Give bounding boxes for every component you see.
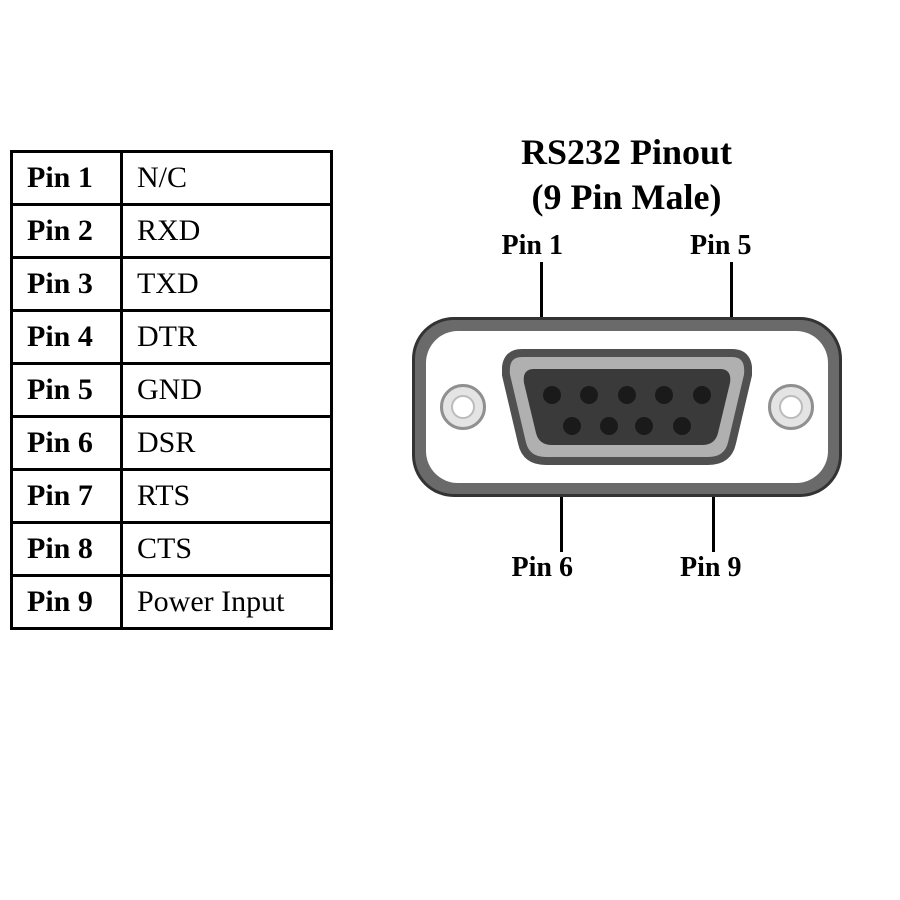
pin-dot xyxy=(693,386,711,404)
title-line-2: (9 Pin Male) xyxy=(532,177,722,217)
bottom-leader-lines xyxy=(412,497,842,552)
pin-dot xyxy=(635,417,653,435)
mounting-screw-right xyxy=(768,384,814,430)
pin-number-cell: Pin 5 xyxy=(12,364,122,417)
pin-number-cell: Pin 1 xyxy=(12,152,122,205)
leader-pin-1 xyxy=(540,262,543,317)
pin-number-cell: Pin 4 xyxy=(12,311,122,364)
callout-pin-6: Pin 6 xyxy=(512,552,573,584)
pin-number-cell: Pin 9 xyxy=(12,576,122,629)
top-leader-lines xyxy=(412,262,842,317)
table-row: Pin 8CTS xyxy=(12,523,332,576)
pin-number-cell: Pin 2 xyxy=(12,205,122,258)
table-row: Pin 3TXD xyxy=(12,258,332,311)
table-row: Pin 4DTR xyxy=(12,311,332,364)
mounting-screw-left xyxy=(440,384,486,430)
pin-dots xyxy=(502,347,752,467)
pin-signal-cell: Power Input xyxy=(122,576,332,629)
pin-number-cell: Pin 8 xyxy=(12,523,122,576)
bottom-callouts: Pin 6 Pin 9 xyxy=(412,552,842,584)
pin-number-cell: Pin 6 xyxy=(12,417,122,470)
db9-connector xyxy=(412,317,842,497)
pin-signal-cell: DSR xyxy=(122,417,332,470)
pin-dot xyxy=(673,417,691,435)
pin-dot xyxy=(580,386,598,404)
callout-pin-5: Pin 5 xyxy=(690,230,751,262)
top-callouts: Pin 1 Pin 5 xyxy=(412,230,842,262)
pinout-table: Pin 1N/CPin 2RXDPin 3TXDPin 4DTRPin 5GND… xyxy=(10,150,333,630)
pin-dot xyxy=(600,417,618,435)
leader-pin-9 xyxy=(712,497,715,552)
callout-pin-1: Pin 1 xyxy=(502,230,563,262)
pinout-table-body: Pin 1N/CPin 2RXDPin 3TXDPin 4DTRPin 5GND… xyxy=(12,152,332,629)
table-row: Pin 5GND xyxy=(12,364,332,417)
pin-dot xyxy=(655,386,673,404)
pin-signal-cell: CTS xyxy=(122,523,332,576)
pin-number-cell: Pin 7 xyxy=(12,470,122,523)
leader-pin-6 xyxy=(560,497,563,552)
pin-dot xyxy=(618,386,636,404)
pin-dot xyxy=(543,386,561,404)
diagram-title: RS232 Pinout (9 Pin Male) xyxy=(521,130,732,220)
pin-signal-cell: DTR xyxy=(122,311,332,364)
title-line-1: RS232 Pinout xyxy=(521,132,732,172)
pin-signal-cell: RXD xyxy=(122,205,332,258)
pin-number-cell: Pin 3 xyxy=(12,258,122,311)
leader-pin-5 xyxy=(730,262,733,317)
pin-dot xyxy=(563,417,581,435)
pin-signal-cell: TXD xyxy=(122,258,332,311)
table-row: Pin 7RTS xyxy=(12,470,332,523)
pinout-figure: Pin 1N/CPin 2RXDPin 3TXDPin 4DTRPin 5GND… xyxy=(10,130,890,630)
table-row: Pin 1N/C xyxy=(12,152,332,205)
table-row: Pin 6DSR xyxy=(12,417,332,470)
connector-diagram: RS232 Pinout (9 Pin Male) Pin 1 Pin 5 xyxy=(333,130,890,584)
callout-pin-9: Pin 9 xyxy=(680,552,741,584)
table-row: Pin 2RXD xyxy=(12,205,332,258)
pin-signal-cell: N/C xyxy=(122,152,332,205)
pin-signal-cell: RTS xyxy=(122,470,332,523)
table-row: Pin 9Power Input xyxy=(12,576,332,629)
pin-signal-cell: GND xyxy=(122,364,332,417)
connector-face xyxy=(502,347,752,467)
